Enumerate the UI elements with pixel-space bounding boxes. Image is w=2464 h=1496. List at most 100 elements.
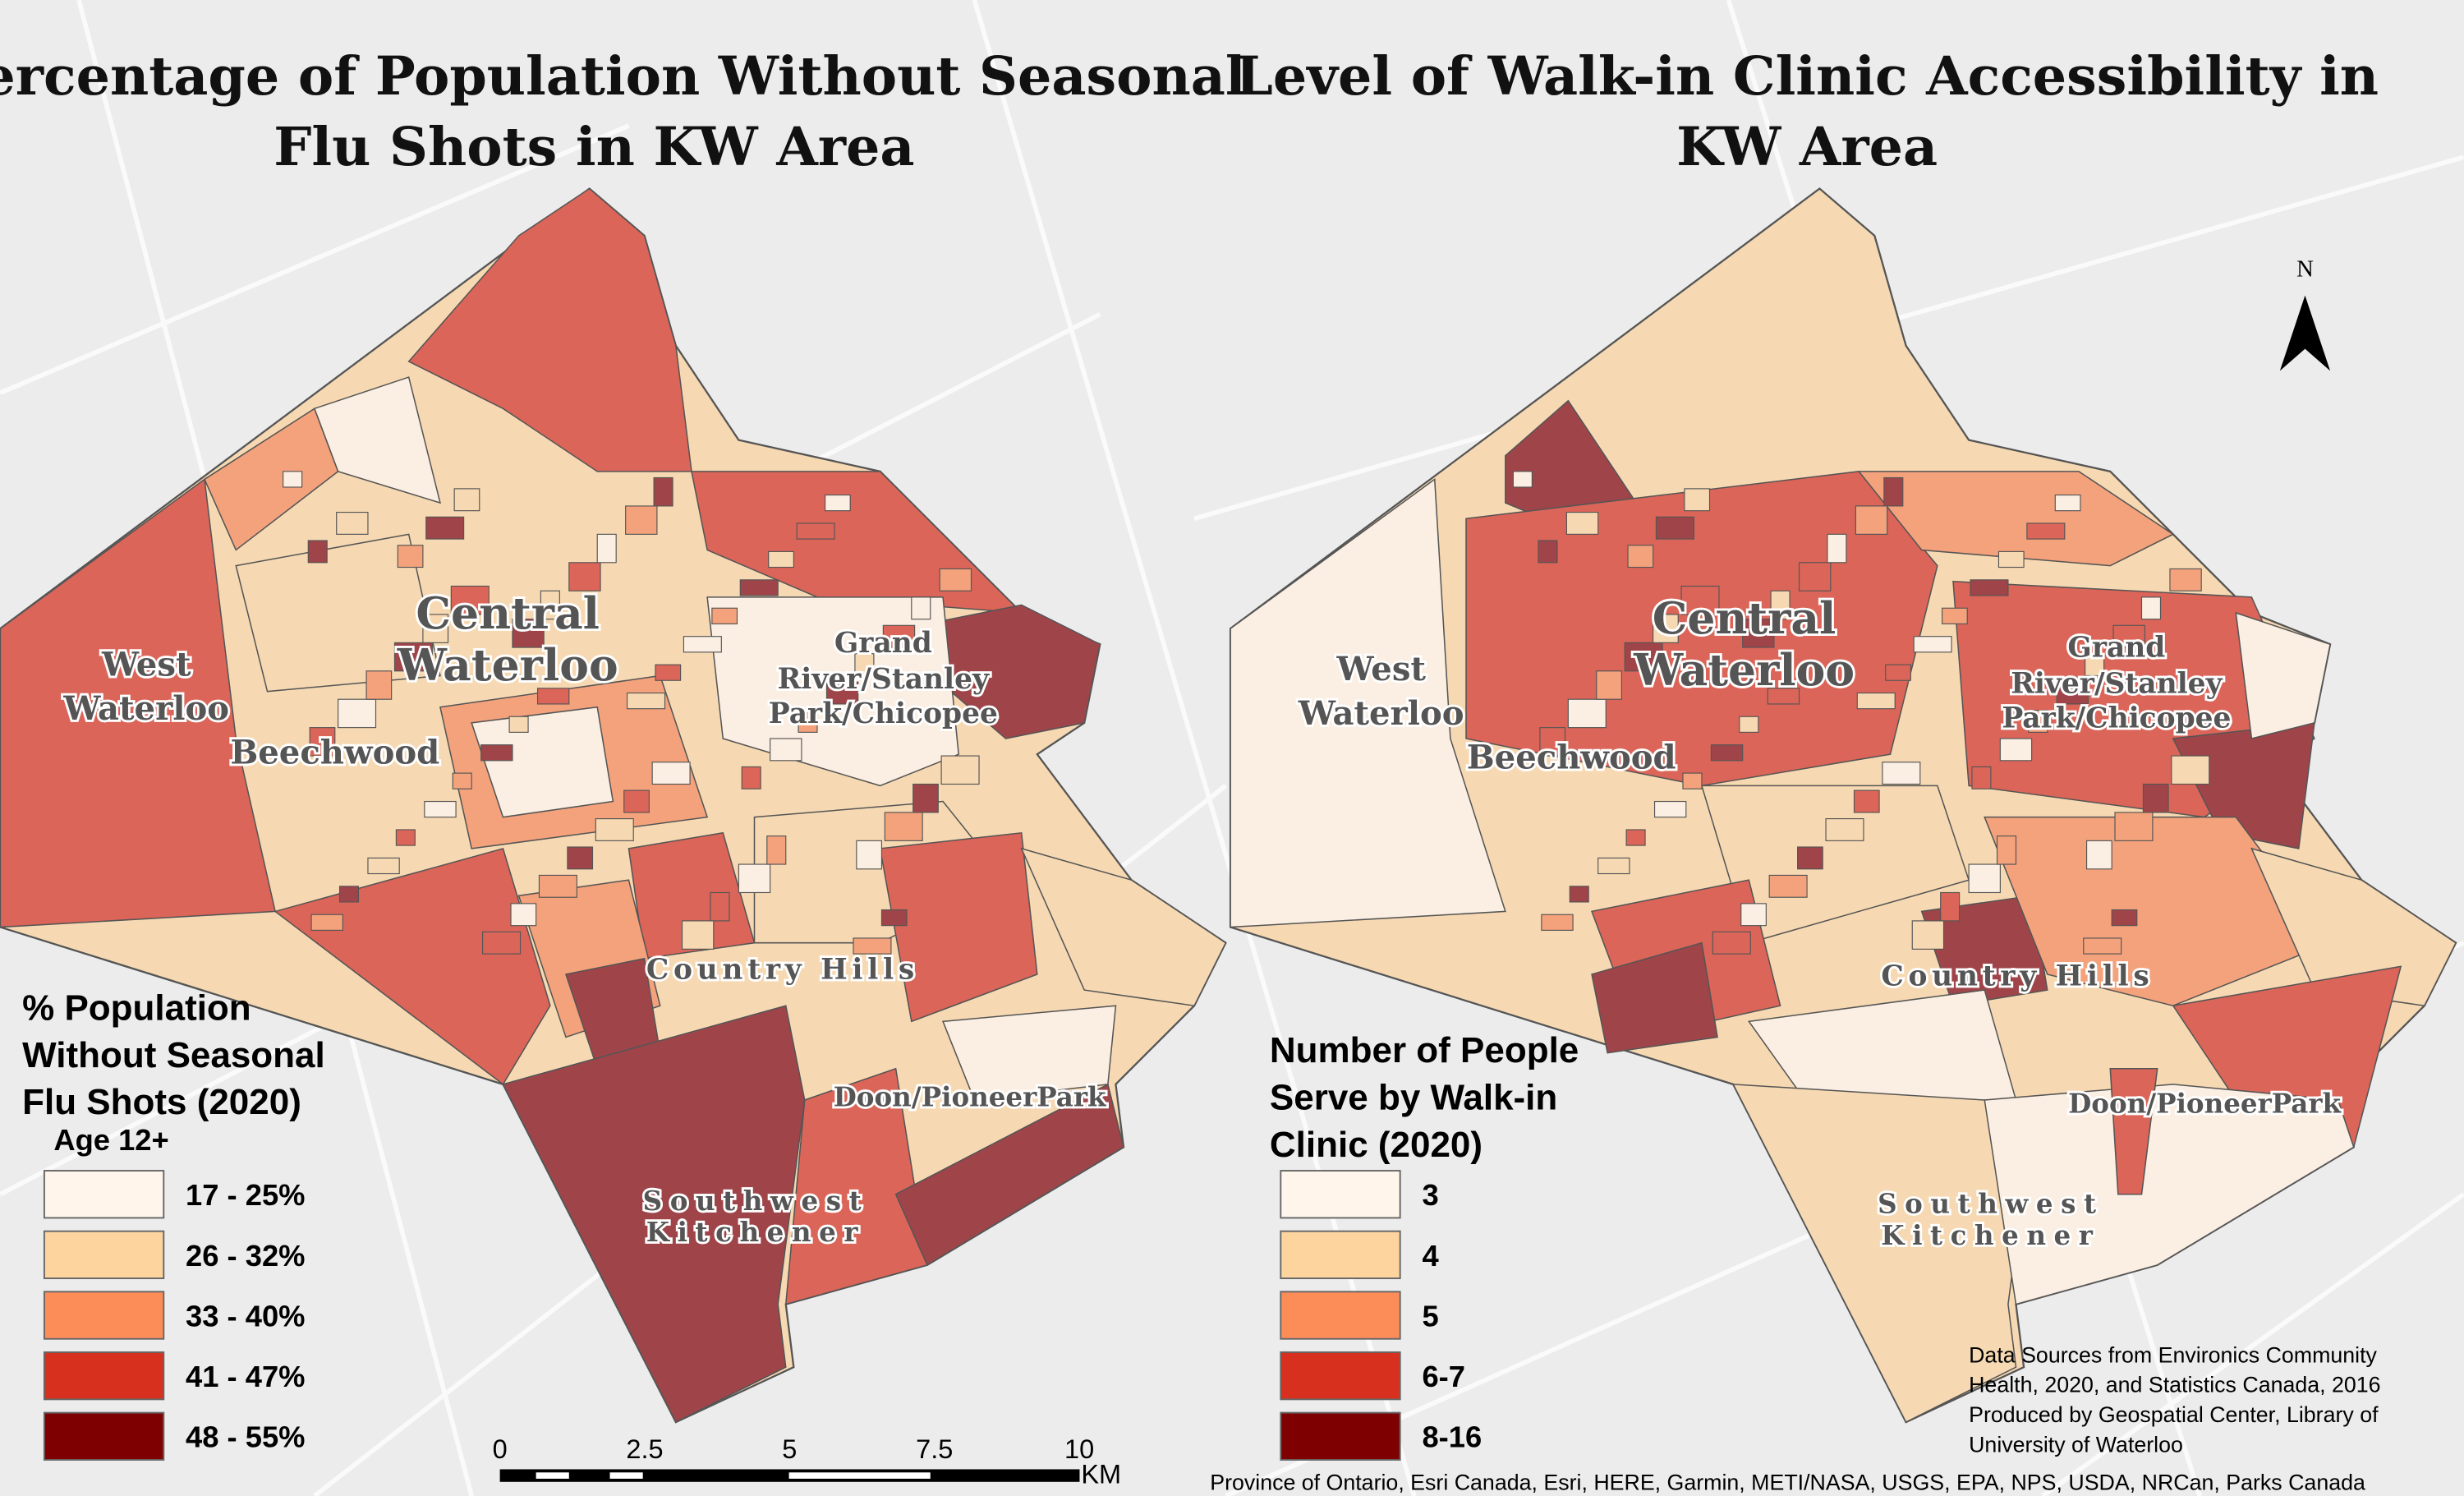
basemap-road [0,123,630,395]
census-area [1538,540,1558,564]
legend-swatch [1280,1351,1401,1401]
right-map-title-line2: KW Area [1676,116,1938,178]
census-area [1541,914,1574,931]
census-area [502,1005,806,1424]
label-southwest-kitchener: Kitchener [1881,1219,2100,1251]
census-area [1971,766,1992,789]
label-beechwood: Beechwood [1467,738,1676,776]
scale-unit: KM [1081,1460,1121,1489]
credit-line: Data Sources from Environics Community [1969,1342,2377,1367]
label-beechwood: Beechwood [230,734,439,772]
census-area [766,835,787,865]
right-place-labels: Central Waterloo West Waterloo Beechwood… [1295,590,2344,1254]
census-area [1539,727,1566,757]
scale-tick-label: 7.5 [916,1434,953,1464]
census-area [395,829,416,846]
label-grand-river: River/Stanley [778,663,990,696]
left-map-title-line2: Flu Shots in KW Area [274,116,914,178]
legend-title: Without Seasonal [22,1035,325,1075]
census-area [1624,642,1663,672]
census-area [1798,562,1832,591]
census-area [1567,698,1607,729]
census-area [2250,847,2457,1007]
legend-label: 5 [1422,1299,1438,1333]
census-area [1882,762,1921,785]
census-area [538,874,577,898]
census-area [482,931,522,955]
census-area [770,738,802,762]
census-area [940,755,980,785]
legend-swatch [43,1411,165,1461]
census-area [941,1005,1117,1101]
census-area [1857,471,2175,567]
census-area [882,624,916,648]
census-area [2056,681,2089,705]
census-area [1569,886,1589,903]
census-area [1653,614,1679,643]
left-choropleth-map [0,187,1227,1424]
census-area [653,476,673,507]
census-area [655,664,682,681]
label-grand-river: Park/Chicopee [769,697,998,730]
legend-label: 8-16 [1422,1420,1482,1454]
right-map-title-line1: Level of Walk-in Clinic Accessibility in [1235,45,2379,108]
census-area [365,670,393,700]
label-central-waterloo: Central [416,587,600,639]
census-area [1020,847,1227,1007]
census-area [683,636,722,653]
census-area [510,903,537,927]
census-area [825,494,851,512]
census-area [1968,863,2001,894]
census-area [1825,818,1864,841]
census-area [1940,891,1961,922]
census-area [1739,716,1759,733]
left-map-title-line1: Percentage of Population Without Seasona… [0,45,1246,108]
census-area [235,533,441,693]
census-area [711,607,738,624]
legend-label: 33 - 40% [186,1299,305,1333]
census-area [274,847,551,1085]
census-area [2109,1067,2158,1195]
label-grand-river: Grand [834,627,932,660]
census-area [625,505,658,535]
census-area [2114,812,2154,841]
basemap-attribution: Province of Ontario, Esri Canada, Esri, … [1210,1470,2365,1494]
census-area [2171,755,2210,785]
census-area [2169,568,2202,591]
census-area [2235,611,2331,739]
census-area [1885,664,1911,681]
label-central-waterloo: Waterloo [1633,644,1855,696]
census-area [1682,772,1703,789]
census-area [1997,550,2025,568]
census-area [453,488,480,512]
census-area [651,762,691,785]
north-arrow-icon [2279,295,2331,371]
census-area [1512,471,1533,488]
census-area [741,766,761,789]
scale-bar-segment [609,1472,643,1479]
census-area [2054,494,2081,512]
census-area [568,562,601,591]
census-area [2028,710,2048,733]
label-grand-river: Grand [2067,632,2165,665]
census-area [1767,688,1800,705]
legend-label: 48 - 55% [186,1420,305,1454]
census-area [508,716,529,733]
census-area [425,516,465,540]
census-area [1591,941,1718,1054]
credit-line: Health, 2020, and Statistics Canada, 201… [1969,1373,2380,1397]
census-area [1625,829,1646,846]
legend-title: % Population [22,987,251,1028]
label-central-waterloo: Waterloo [397,639,618,691]
north-arrow: N [2279,256,2331,371]
census-area [422,614,449,643]
census-area [2142,783,2169,813]
census-area [307,540,328,564]
census-area [1984,1084,2355,1305]
census-area [681,920,715,950]
census-area [596,533,617,564]
label-country-hills: Country Hills [1881,960,2154,992]
census-area [0,478,277,928]
